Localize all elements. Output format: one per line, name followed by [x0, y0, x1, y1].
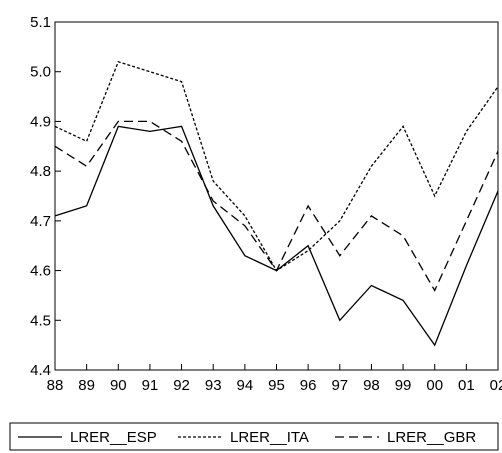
y-tick-label: 4.7 [30, 213, 51, 230]
y-tick-label: 5.1 [30, 14, 51, 31]
x-axis-ticks: 88 89 90 91 92 93 94 95 96 97 98 99 00 01 02 [47, 364, 502, 394]
x-tick-label: 99 [395, 377, 412, 394]
y-tick-label: 4.5 [30, 312, 51, 329]
x-tick-label: 98 [363, 377, 380, 394]
series-line-lrer-ita [54, 60, 499, 272]
x-tick-label: 89 [78, 377, 95, 394]
legend-label: LRER__ESP [70, 429, 157, 446]
plot-area-frame [54, 21, 499, 371]
x-tick-label: 00 [426, 377, 443, 394]
x-tick-label: 94 [237, 377, 254, 394]
x-tick-label: 95 [268, 377, 285, 394]
x-tick-label: 93 [205, 377, 222, 394]
y-tick-label: 4.6 [30, 263, 51, 280]
legend-label: LRER__ITA [230, 429, 309, 446]
x-tick-label: 97 [331, 377, 348, 394]
x-tick-label: 90 [110, 377, 127, 394]
y-tick-label: 4.9 [30, 113, 51, 130]
series-line-lrer-esp [54, 125, 499, 347]
series-line-lrer-gbr [54, 120, 499, 292]
x-tick-label: 92 [173, 377, 190, 394]
y-tick-label: 5.0 [30, 64, 51, 81]
y-tick-label: 4.4 [30, 362, 51, 379]
x-tick-label: 88 [47, 377, 64, 394]
legend-box [9, 422, 499, 451]
legend-label: LRER__GBR [387, 429, 476, 446]
x-tick-label: 02 [490, 377, 502, 394]
legend: LRER__ESP LRER__ITA LRER__GBR [18, 429, 476, 446]
x-tick-label: 01 [458, 377, 475, 394]
x-tick-label: 91 [142, 377, 159, 394]
series-layer [54, 60, 499, 347]
y-tick-label: 4.8 [30, 163, 51, 180]
x-tick-label: 96 [300, 377, 317, 394]
y-axis-ticks: 4.4 4.5 4.6 4.7 4.8 4.9 5.0 5.1 [30, 14, 61, 379]
